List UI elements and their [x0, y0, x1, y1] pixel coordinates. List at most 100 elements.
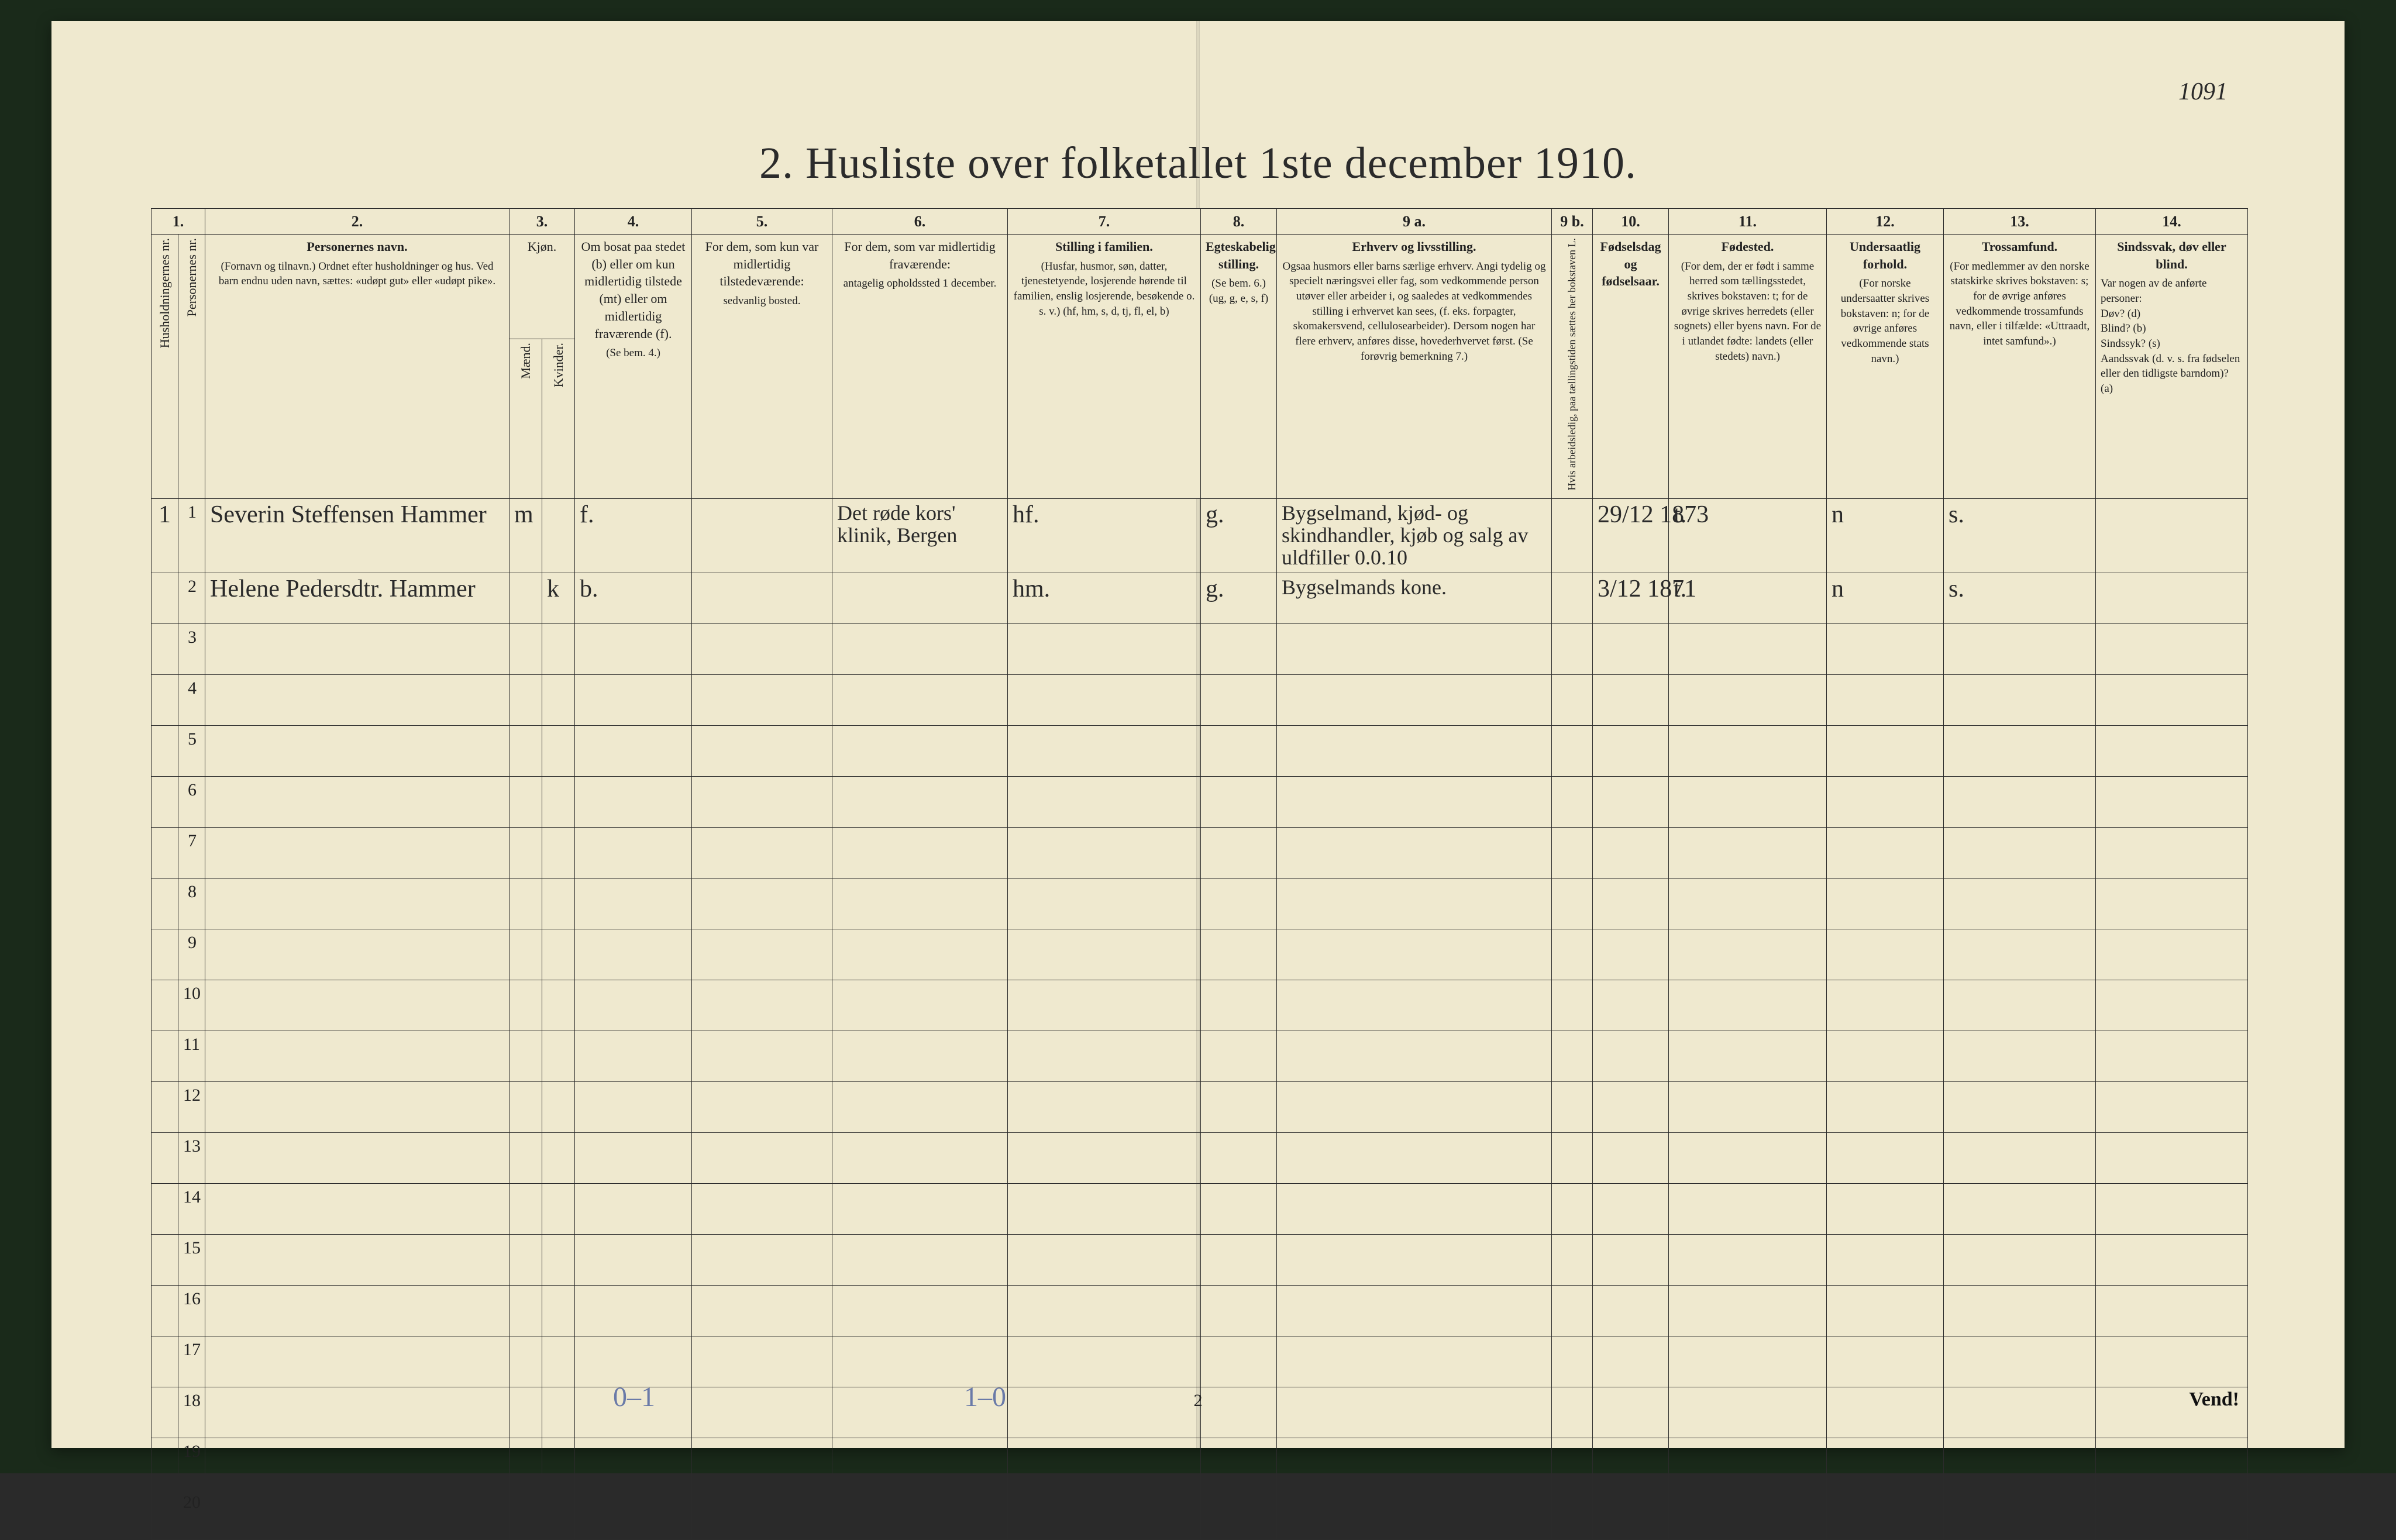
- table-row: 5: [152, 725, 2248, 776]
- cell-occupation: [1277, 725, 1552, 776]
- cell-status: [575, 1031, 692, 1081]
- cell-status: [575, 776, 692, 827]
- cell-disability: [2096, 1285, 2248, 1336]
- cell-text: k: [547, 576, 559, 602]
- cell-name: [205, 1132, 510, 1183]
- hdr-absent-sub: antagelig opholdssted 1 december.: [837, 276, 1003, 291]
- cell-occupation: [1277, 1031, 1552, 1081]
- cell-absent_at: [832, 1234, 1008, 1285]
- cell-birthplace: [1669, 623, 1827, 674]
- cell-nationality: [1827, 1031, 1944, 1081]
- cell-family: [1008, 1234, 1201, 1285]
- census-table-wrap: 1. 2. 3. 4. 5. 6. 7. 8. 9 a. 9 b. 10. 11…: [151, 208, 2245, 1540]
- cell-disability: [2096, 623, 2248, 674]
- cell-sex_m: [510, 929, 542, 980]
- hdr-birth: Fødselsdag og fødselsaar.: [1593, 235, 1669, 499]
- cell-nationality: [1827, 1438, 1944, 1489]
- table-row: 13: [152, 1132, 2248, 1183]
- cell-sex_k: [542, 980, 575, 1031]
- cell-marital: [1201, 1438, 1277, 1489]
- cell-absent_at: [832, 776, 1008, 827]
- cell-nationality: [1827, 929, 1944, 980]
- cell-usual_res: [692, 499, 832, 573]
- cell-occupation: [1277, 980, 1552, 1031]
- cell-sex_k: [542, 674, 575, 725]
- page-title: 2. Husliste over folketallet 1ste decemb…: [51, 138, 2345, 189]
- cell-family: [1008, 623, 1201, 674]
- cell-ledig: [1552, 1183, 1593, 1234]
- cell-usual_res: [692, 1234, 832, 1285]
- table-row: 2Helene Pedersdtr. Hammerkb.hm.g.Bygselm…: [152, 573, 2248, 623]
- cell-faith: [1944, 1183, 2096, 1234]
- cell-name: [205, 980, 510, 1031]
- cell-pn: 12: [178, 1081, 205, 1132]
- cell-sex_k: [542, 623, 575, 674]
- cell-hh: [152, 1183, 178, 1234]
- hdr-absent-t: For dem, som var midlertidig fraværende:: [844, 239, 995, 271]
- cell-family: hf.: [1008, 499, 1201, 573]
- cell-disability: [2096, 573, 2248, 623]
- cell-faith: s.: [1944, 499, 2096, 573]
- cell-absent_at: [832, 878, 1008, 929]
- cell-name: [205, 1336, 510, 1387]
- cell-sex_k: [542, 1285, 575, 1336]
- cell-nationality: [1827, 1081, 1944, 1132]
- cell-absent_at: [832, 1031, 1008, 1081]
- cell-nationality: n: [1827, 573, 1944, 623]
- printed-page-number: 2: [51, 1391, 2345, 1411]
- cell-ledig: [1552, 1234, 1593, 1285]
- handwritten-page-number: 1091: [2178, 80, 2228, 104]
- cell-occupation: [1277, 1285, 1552, 1336]
- colnum-10: 10.: [1593, 209, 1669, 235]
- cell-hh: [152, 1031, 178, 1081]
- hdr-pers-nr-text: Personernes nr.: [183, 238, 201, 316]
- cell-birth: [1593, 1183, 1669, 1234]
- cell-sex_m: [510, 1031, 542, 1081]
- cell-marital: g.: [1201, 499, 1277, 573]
- cell-status: [575, 1489, 692, 1539]
- hdr-ledig: Hvis arbeidsledig, paa tællingstiden sæt…: [1552, 235, 1593, 499]
- cell-nationality: [1827, 623, 1944, 674]
- cell-hh: [152, 1438, 178, 1489]
- cell-status: [575, 1234, 692, 1285]
- colnum-12: 12.: [1827, 209, 1944, 235]
- cell-birthplace: [1669, 1438, 1827, 1489]
- hdr-status-sub: (Se bem. 4.): [580, 346, 687, 361]
- cell-usual_res: [692, 776, 832, 827]
- cell-hh: [152, 776, 178, 827]
- table-row: 10: [152, 980, 2248, 1031]
- cell-pn: 8: [178, 878, 205, 929]
- cell-marital: [1201, 776, 1277, 827]
- hdr-faith: Trossamfund. (For medlemmer av den norsk…: [1944, 235, 2096, 499]
- hdr-dis-t: Sindssvak, døv eller blind.: [2117, 239, 2226, 271]
- cell-hh: [152, 674, 178, 725]
- cell-ledig: [1552, 499, 1593, 573]
- cell-nationality: [1827, 980, 1944, 1031]
- cell-occupation: Bygselmand, kjød- og skindhandler, kjøb …: [1277, 499, 1552, 573]
- hdr-family-t: Stilling i familien.: [1055, 239, 1153, 254]
- cell-ledig: [1552, 776, 1593, 827]
- cell-birthplace: [1669, 1234, 1827, 1285]
- cell-sex_m: [510, 1183, 542, 1234]
- column-number-row: 1. 2. 3. 4. 5. 6. 7. 8. 9 a. 9 b. 10. 11…: [152, 209, 2248, 235]
- cell-birthplace: [1669, 827, 1827, 878]
- cell-disability: [2096, 929, 2248, 980]
- cell-absent_at: [832, 1336, 1008, 1387]
- hdr-status-text: Om bosat paa stedet (b) eller om kun mid…: [581, 239, 686, 340]
- cell-name: [205, 776, 510, 827]
- cell-text: 1: [159, 501, 171, 528]
- cell-ledig: [1552, 725, 1593, 776]
- cell-birthplace: [1669, 1285, 1827, 1336]
- vend-label: Vend!: [2189, 1389, 2239, 1411]
- cell-birth: [1593, 725, 1669, 776]
- cell-sex_m: [510, 1285, 542, 1336]
- cell-marital: [1201, 623, 1277, 674]
- cell-nationality: [1827, 674, 1944, 725]
- hdr-usual-res-sub: sedvanlig bosted.: [697, 294, 827, 309]
- cell-ledig: [1552, 1081, 1593, 1132]
- document-spread: 1091 2. Husliste over folketallet 1ste d…: [0, 0, 2396, 1473]
- cell-faith: [1944, 878, 2096, 929]
- cell-hh: [152, 1336, 178, 1387]
- cell-sex_m: [510, 1081, 542, 1132]
- cell-text: hf.: [1013, 501, 1039, 528]
